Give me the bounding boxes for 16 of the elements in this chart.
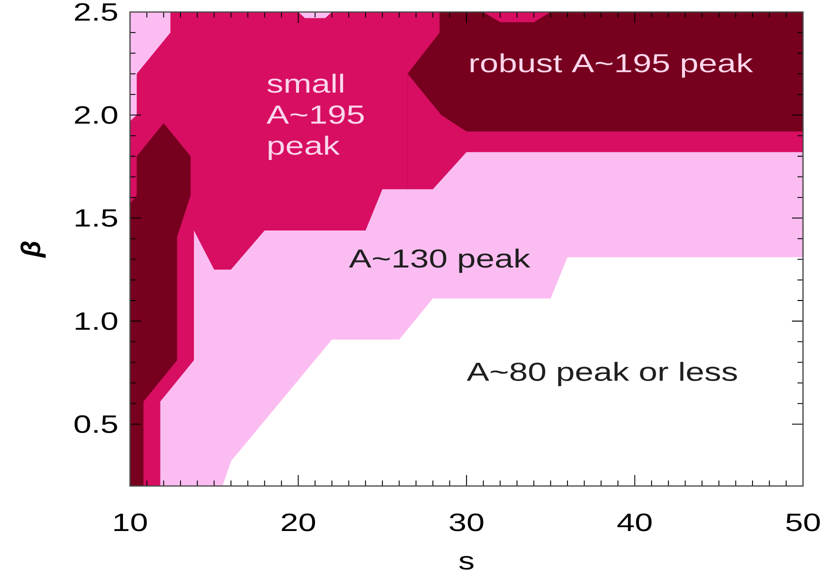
x-axis-title: s xyxy=(459,556,474,570)
annotation: small A~195 peak xyxy=(266,74,364,160)
y-tick-label: 1.0 xyxy=(76,312,118,330)
x-tick-label: 50 xyxy=(786,514,820,532)
x-tick-label: 30 xyxy=(450,514,484,532)
x-tick-label: 40 xyxy=(617,514,652,532)
annotation: A~130 peak xyxy=(348,248,530,273)
y-axis-title: β xyxy=(20,242,46,258)
annotation: A~80 peak or less xyxy=(466,362,737,386)
x-tick-label: 10 xyxy=(114,514,147,532)
y-tick-label: 2.5 xyxy=(74,3,118,21)
y-tick-label: 1.5 xyxy=(76,209,118,227)
annotation: robust A~195 peak xyxy=(470,53,754,78)
x-tick-label: 20 xyxy=(282,514,316,532)
y-tick-label: 0.5 xyxy=(74,415,118,434)
y-tick-label: 2.0 xyxy=(74,106,118,124)
